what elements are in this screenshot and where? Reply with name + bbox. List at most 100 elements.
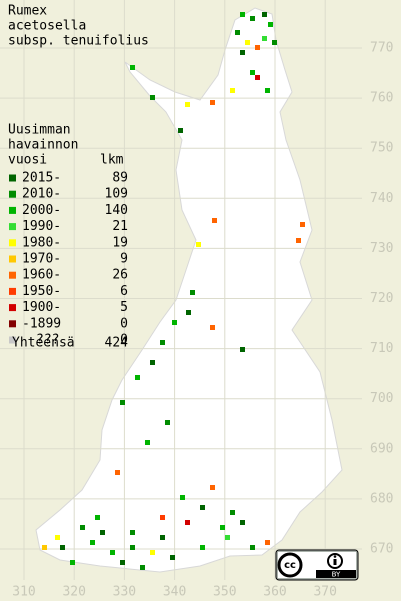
observation-square	[130, 545, 135, 550]
observation-square	[70, 560, 75, 565]
y-tick-label: 770	[370, 41, 393, 56]
observation-square	[268, 22, 273, 27]
legend-label: ???	[36, 333, 59, 348]
legend-swatch	[9, 304, 16, 312]
license-badge: cc BY	[275, 549, 359, 581]
x-tick-label: 310	[12, 585, 35, 600]
title-line: subsp. tenuifolius	[8, 34, 149, 49]
observation-square	[180, 495, 185, 500]
observation-square	[225, 535, 230, 540]
observation-square	[185, 520, 190, 525]
observation-square	[185, 102, 190, 107]
observation-square	[80, 525, 85, 530]
observation-square	[130, 530, 135, 535]
observation-square	[130, 65, 135, 70]
y-tick-label: 720	[370, 291, 393, 306]
observation-square	[160, 340, 165, 345]
observation-square	[196, 242, 201, 247]
observation-square	[262, 36, 267, 41]
x-tick-label: 370	[313, 585, 336, 600]
total-label: Yhteensä	[12, 336, 75, 351]
legend-label: 1950-	[22, 284, 61, 299]
observation-square	[140, 565, 145, 570]
observation-square	[240, 12, 245, 17]
finland-outline	[35, 7, 343, 573]
legend-label: 1990-	[22, 219, 61, 234]
observation-square	[170, 555, 175, 560]
legend-label: 2000-	[22, 203, 61, 218]
total-count: 424	[105, 336, 129, 351]
observation-square	[296, 238, 301, 243]
observation-square	[55, 535, 60, 540]
y-tick-label: 670	[370, 542, 393, 557]
observation-square	[220, 525, 225, 530]
observation-square	[95, 515, 100, 520]
observation-square	[230, 88, 235, 93]
observation-square	[172, 320, 177, 325]
observation-square	[210, 485, 215, 490]
count-heading: lkm	[100, 153, 124, 168]
legend-count: 6	[120, 284, 128, 299]
observation-square	[190, 290, 195, 295]
observation-square	[210, 325, 215, 330]
observation-square	[245, 40, 250, 45]
legend-count: 140	[105, 203, 128, 218]
legend-swatch	[9, 190, 16, 198]
legend-label: 1980-	[22, 235, 61, 250]
legend-swatch	[9, 271, 16, 279]
y-tick-label: 760	[370, 91, 393, 106]
observation-square	[262, 12, 267, 17]
legend-swatch	[9, 287, 16, 295]
legend-heading: Uusimman	[8, 123, 71, 138]
legend-count: 0	[120, 316, 128, 331]
observation-square	[42, 545, 47, 550]
title-line: acetosella	[8, 19, 86, 34]
observation-square	[135, 375, 140, 380]
observation-square	[110, 550, 115, 555]
legend-label: 1970-	[22, 252, 61, 267]
legend-swatch	[9, 239, 16, 247]
legend-label: 2010-	[22, 187, 61, 202]
observation-square	[265, 540, 270, 545]
observation-square	[178, 128, 183, 133]
observation-square	[240, 50, 245, 55]
legend-count: 0	[120, 333, 128, 348]
legend-count: 21	[112, 219, 128, 234]
observation-square	[186, 310, 191, 315]
observation-square	[200, 505, 205, 510]
observation-square	[150, 550, 155, 555]
observation-square	[120, 560, 125, 565]
legend-swatch	[9, 320, 16, 328]
y-tick-label: 700	[370, 391, 393, 406]
observation-square	[145, 440, 150, 445]
observation-square	[240, 347, 245, 352]
observation-square	[230, 510, 235, 515]
observation-square	[212, 218, 217, 223]
legend-heading: vuosi	[8, 153, 47, 168]
legend-swatch	[9, 206, 16, 214]
legend-count: 9	[120, 252, 128, 267]
y-tick-label: 680	[370, 491, 393, 506]
y-tick-label: 740	[370, 191, 393, 206]
observation-square	[160, 515, 165, 520]
observation-square	[100, 530, 105, 535]
observation-square	[165, 420, 170, 425]
title-line: Rumex	[8, 4, 47, 19]
observation-square	[272, 40, 277, 45]
x-tick-label: 340	[163, 585, 186, 600]
observation-square	[200, 545, 205, 550]
legend-count: 109	[105, 187, 128, 202]
legend-count: 89	[112, 171, 128, 186]
x-tick-label: 360	[263, 585, 286, 600]
observation-square	[255, 75, 260, 80]
legend-count: 26	[112, 268, 128, 283]
observation-square	[300, 222, 305, 227]
legend-count: 19	[112, 235, 128, 250]
observation-square	[240, 520, 245, 525]
legend-label: 2015-	[22, 171, 61, 186]
observation-square	[60, 545, 65, 550]
observation-square	[120, 400, 125, 405]
observation-square	[250, 16, 255, 21]
svg-text:cc: cc	[284, 560, 296, 571]
legend-swatch	[9, 255, 16, 263]
